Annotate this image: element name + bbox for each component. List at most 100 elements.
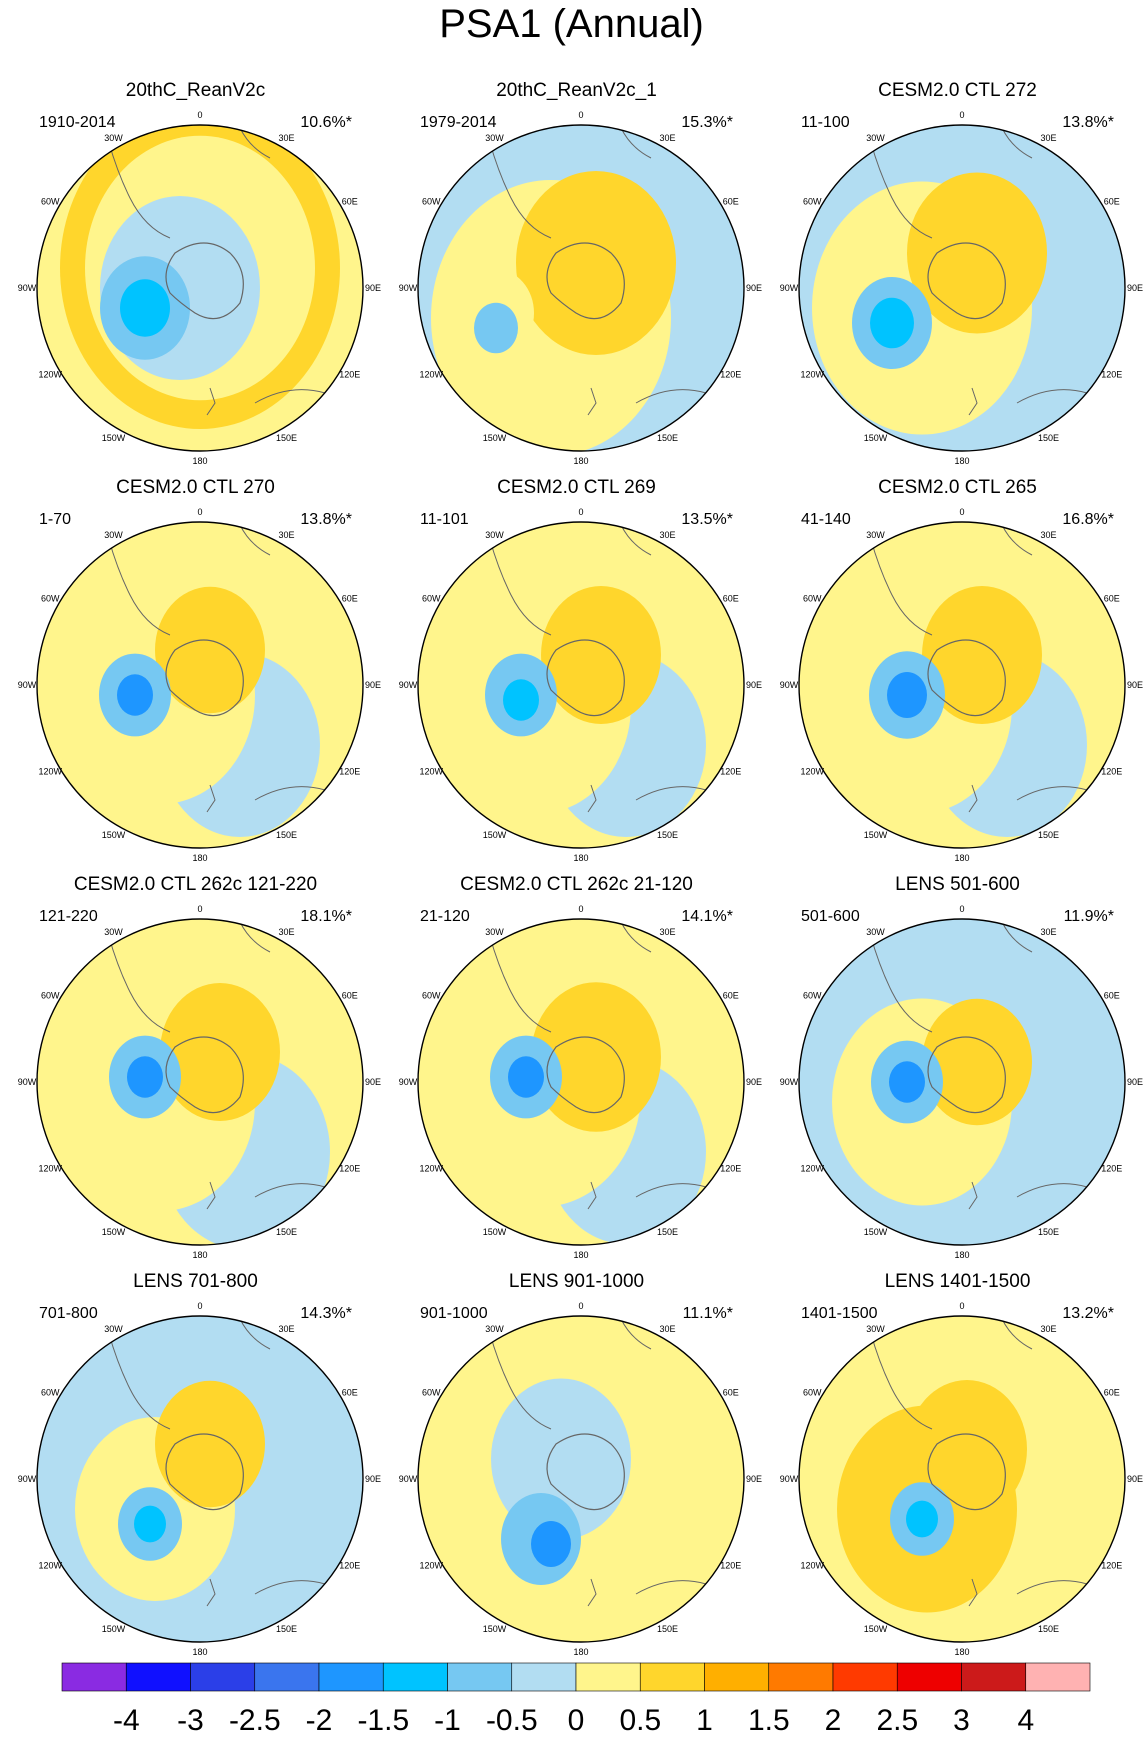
contour-region <box>474 302 518 354</box>
panel-title: CESM2.0 CTL 262c 21-120 <box>460 874 693 895</box>
colorbar-swatch <box>447 1662 513 1692</box>
longitude-label: 120W <box>38 767 62 777</box>
colorbar-swatch <box>704 1662 770 1692</box>
colorbar-label: -1.5 <box>357 1704 409 1737</box>
longitude-label: 60E <box>1104 991 1120 1001</box>
antarctica-coastline <box>927 1433 1006 1511</box>
longitude-label: 150E <box>276 1624 297 1634</box>
longitude-label: 120E <box>339 1561 360 1571</box>
longitude-label: 150W <box>864 1227 888 1237</box>
antarctica-coastline <box>165 1433 244 1511</box>
contour-region <box>906 1500 938 1538</box>
longitude-label: 30W <box>104 133 123 143</box>
antarctica-coastline <box>546 1433 625 1511</box>
longitude-label: 180 <box>573 853 588 863</box>
map-panel: 0 30E 60E 90E 120E 150E 180 150W 120W 90W 60W 30W CE… <box>767 477 1143 872</box>
colorbar-label: -4 <box>113 1704 140 1737</box>
longitude-label: 90E <box>365 680 381 690</box>
longitude-label: 0 <box>197 110 202 120</box>
colorbar-label: -2 <box>306 1704 333 1737</box>
colorbar-label: 4 <box>1017 1704 1034 1737</box>
panel-period: 11-100 <box>801 114 850 131</box>
longitude-label: 120E <box>1101 767 1122 777</box>
longitude-label: 120E <box>720 370 741 380</box>
longitude-label: 150E <box>657 433 678 443</box>
longitude-label: 30E <box>278 133 294 143</box>
longitude-label: 30E <box>1040 133 1056 143</box>
colorbar-label: 0.5 <box>619 1704 661 1737</box>
colorbar-label: 0 <box>568 1704 585 1737</box>
colorbar-label: 3 <box>953 1704 970 1737</box>
colorbar-label: 2 <box>825 1704 842 1737</box>
panel-period: 11-101 <box>420 511 469 528</box>
panel-period: 41-140 <box>801 511 851 528</box>
longitude-label: 30E <box>278 927 294 937</box>
longitude-label: 120W <box>800 767 824 777</box>
antarctica-coastline <box>546 1036 625 1114</box>
longitude-label: 180 <box>192 1647 207 1657</box>
antarctica-coastline <box>165 1036 244 1114</box>
longitude-label: 30E <box>659 1324 675 1334</box>
panel-period: 501-600 <box>801 908 860 925</box>
colorbar-label: -1 <box>434 1704 461 1737</box>
longitude-label: 90E <box>1127 680 1143 690</box>
longitude-label: 30W <box>866 530 885 540</box>
panel-period: 1910-2014 <box>39 114 116 131</box>
longitude-label: 0 <box>959 1301 964 1311</box>
colorbar-swatch <box>511 1662 577 1692</box>
longitude-label: 90E <box>1127 283 1143 293</box>
panel-period: 701-800 <box>39 1305 98 1322</box>
contour-region <box>120 279 170 337</box>
panel-period: 901-1000 <box>420 1305 488 1322</box>
polar-map: 0 30E 60E 90E 120E 150E 180 150W 120W 90W 60W 30W <box>780 110 1143 466</box>
longitude-label: 0 <box>197 507 202 517</box>
longitude-label: 120W <box>419 767 443 777</box>
panel-period: 121-220 <box>39 908 98 925</box>
longitude-label: 180 <box>573 1250 588 1260</box>
antarctica-coastline <box>927 639 1006 717</box>
longitude-label: 90E <box>746 680 762 690</box>
longitude-label: 150W <box>483 1624 507 1634</box>
contour-region <box>922 586 1042 724</box>
longitude-label: 90W <box>399 283 418 293</box>
antarctica-coastline <box>165 242 244 320</box>
longitude-label: 150E <box>657 830 678 840</box>
polar-map: 0 30E 60E 90E 120E 150E 180 150W 120W 90W 60W 30W <box>399 110 762 466</box>
map-panel: 0 30E 60E 90E 120E 150E 180 150W 120W 90W 60W 30W CE… <box>386 874 767 1269</box>
longitude-label: 150E <box>1038 433 1059 443</box>
map-panel: 0 30E 60E 90E 120E 150E 180 150W 120W 90W 60W 30W 20… <box>386 80 767 475</box>
longitude-label: 150W <box>102 1624 126 1634</box>
longitude-label: 60W <box>422 197 441 207</box>
longitude-label: 60W <box>422 594 441 604</box>
longitude-label: 180 <box>192 456 207 466</box>
colorbar-swatch <box>961 1662 1027 1692</box>
longitude-label: 150E <box>657 1624 678 1634</box>
panel-variance: 13.8%* <box>300 511 352 528</box>
longitude-label: 150W <box>864 830 888 840</box>
longitude-label: 30W <box>104 1324 123 1334</box>
longitude-label: 90E <box>1127 1077 1143 1087</box>
colorbar: -4 -3 -2.5 -2 -1.5 -1 -0.5 0 0.5 1 1.5 2 2.5 3 4 <box>61 1662 1091 1737</box>
longitude-label: 150W <box>102 433 126 443</box>
panel-title: CESM2.0 CTL 270 <box>116 477 275 498</box>
longitude-label: 0 <box>578 507 583 517</box>
colorbar-label: -2.5 <box>229 1704 281 1737</box>
longitude-label: 30E <box>278 1324 294 1334</box>
longitude-label: 90W <box>18 680 37 690</box>
longitude-label: 120E <box>339 1164 360 1174</box>
colorbar-swatch <box>125 1662 191 1692</box>
map-boundary <box>798 918 1126 1246</box>
longitude-label: 90E <box>365 283 381 293</box>
map-boundary <box>417 918 745 1246</box>
longitude-label: 60E <box>723 1388 739 1398</box>
contour-region <box>907 172 1047 334</box>
longitude-label: 120W <box>419 370 443 380</box>
longitude-label: 60W <box>803 197 822 207</box>
contour-region <box>541 586 661 724</box>
contour-region <box>127 1056 163 1098</box>
longitude-label: 0 <box>578 904 583 914</box>
longitude-label: 30W <box>866 927 885 937</box>
longitude-label: 120W <box>800 1561 824 1571</box>
panel-variance: 18.1%* <box>300 908 352 925</box>
longitude-label: 150W <box>483 433 507 443</box>
